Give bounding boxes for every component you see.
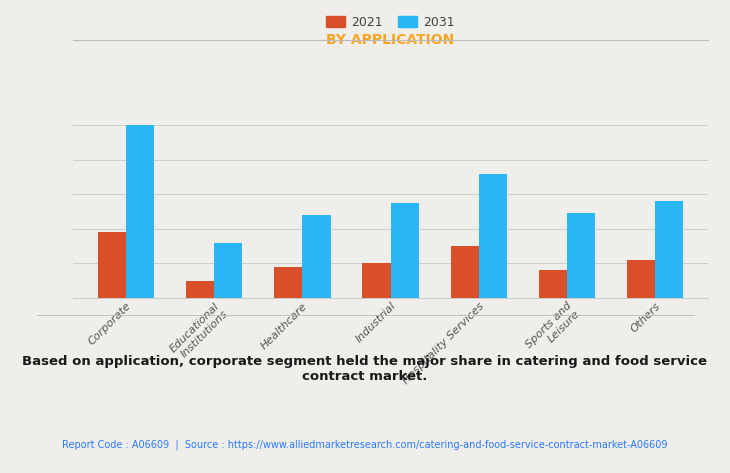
Bar xyxy=(302,215,331,298)
Bar xyxy=(656,201,683,298)
Bar xyxy=(479,174,507,298)
Text: Based on application, corporate segment held the major share in catering and foo: Based on application, corporate segment … xyxy=(23,355,707,383)
Text: BY APPLICATION: BY APPLICATION xyxy=(326,33,455,47)
Bar xyxy=(567,213,595,298)
Bar xyxy=(391,203,419,298)
Bar xyxy=(539,271,567,298)
Bar xyxy=(186,280,214,298)
Bar xyxy=(274,267,302,298)
Bar xyxy=(450,246,479,298)
Bar xyxy=(98,232,126,298)
Legend: 2021, 2031: 2021, 2031 xyxy=(323,12,458,33)
Bar xyxy=(627,260,656,298)
Bar xyxy=(362,263,391,298)
Bar xyxy=(214,243,242,298)
Text: Report Code : A06609  |  Source : https://www.alliedmarketresearch.com/catering-: Report Code : A06609 | Source : https://… xyxy=(62,439,668,450)
Bar xyxy=(126,125,154,298)
